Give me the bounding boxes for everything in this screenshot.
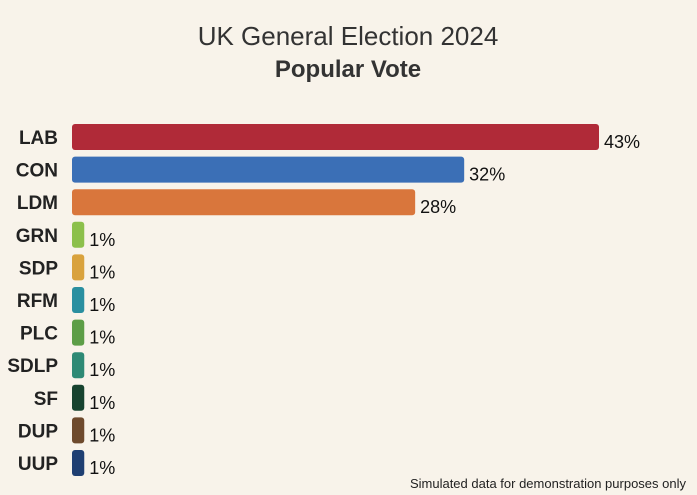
value-label-sf: 1% — [89, 393, 115, 413]
bar-sf — [72, 384, 85, 411]
bar-plc — [72, 319, 85, 346]
bar-grn — [72, 221, 85, 248]
value-label-uup: 1% — [89, 458, 115, 478]
bar-uup — [72, 450, 85, 476]
category-label-plc: PLC — [20, 324, 58, 345]
bar-sdlp — [72, 352, 85, 379]
category-label-sdlp: SDLP — [7, 356, 58, 377]
category-label-rfm: RFM — [17, 291, 58, 312]
category-label-con: CON — [16, 161, 58, 182]
value-label-rfm: 1% — [89, 295, 115, 315]
value-label-grn: 1% — [89, 230, 115, 250]
bar-rfm — [72, 287, 85, 313]
value-label-sdp: 1% — [89, 262, 115, 282]
bar-sdp — [72, 254, 85, 281]
value-label-dup: 1% — [89, 425, 115, 445]
category-label-sf: SF — [34, 389, 58, 410]
category-label-sdp: SDP — [19, 258, 58, 279]
bars-group: LAB 43% CON 32% LDM 28% GRN 1% SDP 1% RFM 1% PLC 1% SD… — [7, 124, 640, 478]
chart-footnote: Simulated data for demonstration purpose… — [410, 476, 687, 491]
value-label-ldm: 28% — [420, 197, 456, 217]
chart-subtitle: Popular Vote — [275, 56, 421, 83]
bar-ldm — [72, 189, 416, 216]
chart-title: UK General Election 2024 — [198, 21, 499, 51]
category-label-lab: LAB — [19, 128, 58, 149]
category-label-dup: DUP — [18, 421, 58, 442]
category-label-grn: GRN — [16, 226, 58, 247]
value-label-plc: 1% — [89, 328, 115, 348]
bar-lab — [72, 124, 599, 150]
bar-dup — [72, 417, 85, 444]
bar-con — [72, 156, 465, 183]
value-label-lab: 43% — [604, 132, 640, 152]
category-label-uup: UUP — [18, 454, 58, 475]
value-label-sdlp: 1% — [89, 360, 115, 380]
value-label-con: 32% — [469, 165, 505, 185]
category-label-ldm: LDM — [17, 193, 58, 214]
